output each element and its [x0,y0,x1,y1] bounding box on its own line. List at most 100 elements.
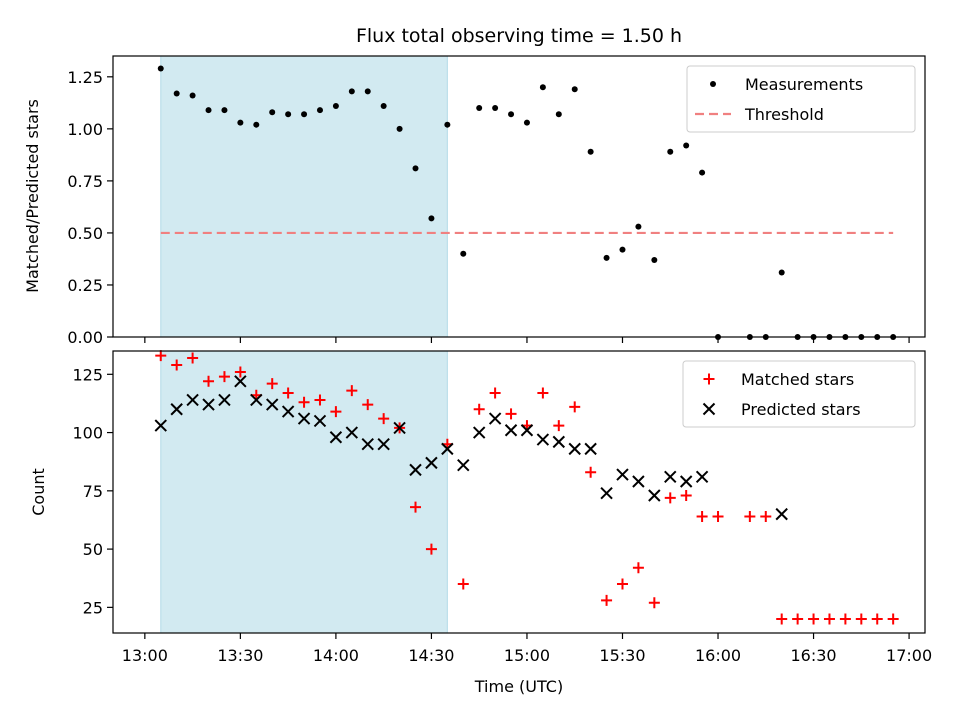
y-tick-label: 125 [72,365,103,384]
predicted-star-point [409,463,422,477]
predicted-star-point [361,438,374,451]
predicted-star-point [632,475,645,488]
predicted-star-point [218,393,231,407]
legend-label: Matched stars [741,370,854,389]
observing-span-shade [160,350,448,634]
y-tick-label: 0.75 [67,172,103,191]
measurement-point [555,111,562,118]
matched-star-point [680,489,692,501]
chart-title: Flux total observing time = 1.50 h [356,25,682,47]
predicted-star-point [250,393,263,407]
predicted-star-point [600,486,613,500]
y-tick-label: 1.00 [67,120,103,139]
measurement-point [237,119,244,126]
matched-star-point [362,399,374,411]
x-tick-label: 14:00 [313,646,359,665]
measurement-point [460,250,467,257]
matched-star-point [489,387,501,399]
legend: Measurements Threshold [686,65,916,133]
x-tick-label: 15:00 [504,646,550,665]
observing-span-shade [160,55,448,338]
matched-star-point [171,359,183,371]
measurement-point [635,223,642,230]
predicted-star-point [695,470,709,484]
legend-plus-marker [703,373,715,385]
matched-star-point [712,510,724,522]
x-tick-label: 16:30 [790,646,836,665]
predicted-star-point [457,458,470,472]
measurement-point [316,107,323,114]
matched-star-point [155,350,167,362]
legend-label: Predicted stars [741,400,861,419]
measurement-point [285,111,292,118]
matched-star-point [792,613,804,625]
predicted-star-point [488,412,502,425]
x-tick-label: 13:00 [122,646,168,665]
measurement-point [492,105,499,112]
matched-star-point [203,375,215,387]
predicted-star-point [504,424,518,437]
measurement-point [189,92,196,99]
matched-star-point [553,420,565,432]
plot-frame [112,350,926,634]
y-tick-label: 50 [83,540,103,559]
predicted-star-point [329,431,343,444]
x-tick-label: 15:30 [599,646,645,665]
measurement-point [778,269,785,276]
matched-star-point [696,510,708,522]
measurement-point [508,111,515,118]
matched-star-point [298,396,310,408]
matched-star-point [823,613,835,625]
x-axis-label: Time (UTC) [474,677,563,696]
legend-box [682,360,916,428]
matched-star-point [410,501,422,513]
legend-label: Measurements [745,75,863,94]
y-tick-label: 0.50 [67,224,103,243]
matched-star-point [330,406,342,418]
legend: Matched stars Predicted stars [682,360,916,428]
legend-box [686,65,916,133]
measurement-point [539,84,546,91]
top-panel: 0.00 0.25 0.50 0.75 1.00 1.25 Measurements Thre… [67,55,926,347]
predicted-star-point [393,421,406,435]
measurement-point [667,148,674,155]
x-tick-label: 13:30 [217,646,263,665]
measurement-point [603,254,610,261]
measurement-point [221,107,228,114]
matched-star-point [187,352,199,364]
matched-star-point [425,543,437,555]
matched-star-point [378,413,390,425]
matched-star-point [505,408,517,420]
measurement-point [619,246,626,253]
matched-star-point [839,613,851,625]
measurement-point [364,88,371,95]
measurement-point [444,121,451,128]
y-tick-label: 75 [83,482,103,501]
measurement-point [476,105,483,112]
predicted-star-point [584,442,597,456]
predicted-star-point [520,424,534,437]
bottom-y-axis-label: Count [29,468,48,516]
measurement-point [412,165,419,172]
y-tick-label: 0.25 [67,276,103,295]
predicted-star-point [266,398,279,411]
y-tick-label: 25 [83,598,103,617]
measurement-point [587,148,594,155]
predicted-star-point [345,426,359,439]
predicted-star-point [775,507,788,521]
matched-star-point [282,387,294,399]
measurement-point [523,119,530,126]
predicted-star-point [202,398,215,411]
measurement-point [380,102,387,109]
matched-star-point [314,394,326,406]
matched-star-point [887,613,899,625]
matched-star-point [760,510,772,522]
y-tick-label: 0.00 [67,328,103,347]
predicted-star-point [472,426,486,439]
matched-star-point [632,562,644,574]
matched-star-point [346,385,358,397]
measurement-point [348,88,355,95]
predicted-star-point [664,470,677,484]
legend-x-marker [702,402,716,416]
